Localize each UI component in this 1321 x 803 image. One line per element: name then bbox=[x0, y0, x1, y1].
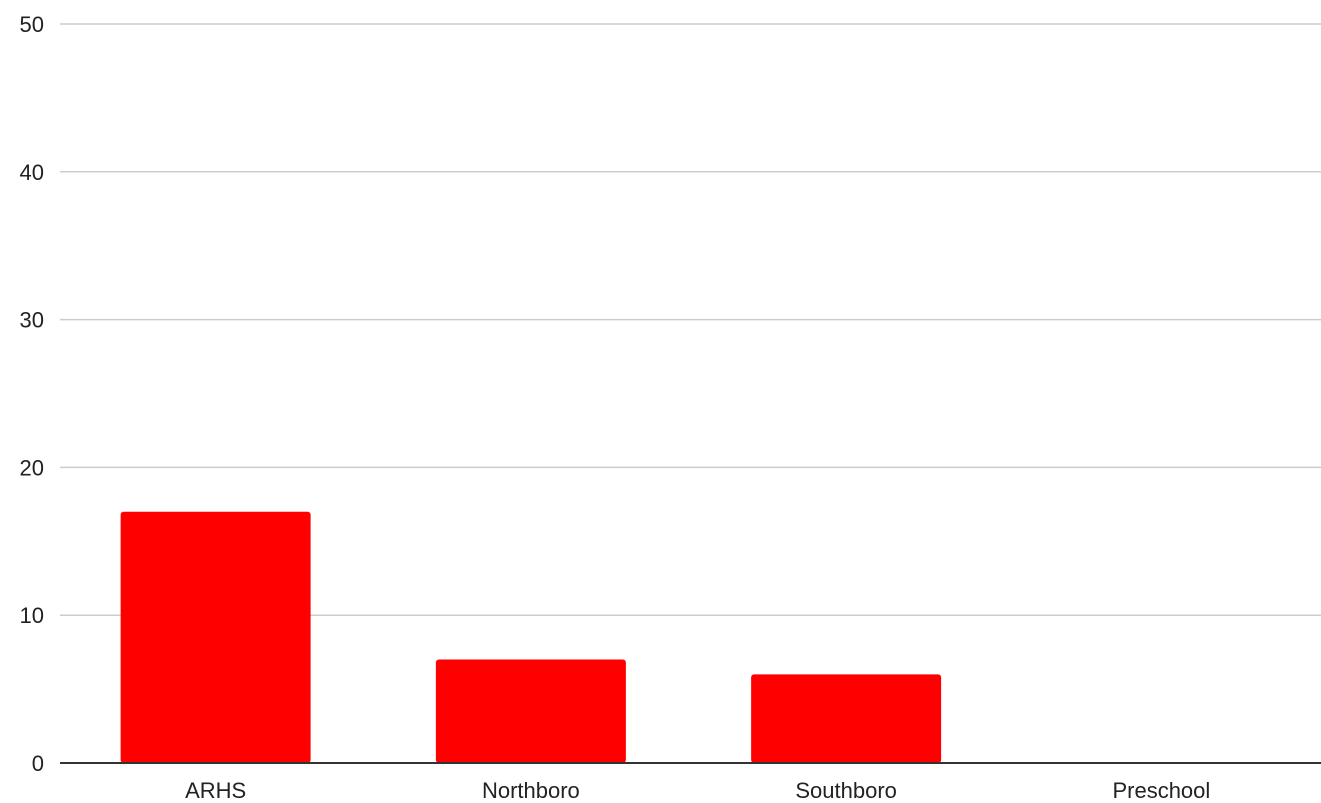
y-tick-label: 10 bbox=[20, 603, 44, 628]
y-tick-label: 0 bbox=[32, 751, 44, 776]
x-tick-label-southboro: Southboro bbox=[795, 778, 897, 803]
y-tick-label: 20 bbox=[20, 455, 44, 480]
y-tick-label: 50 bbox=[20, 12, 44, 37]
x-tick-label-arhs: ARHS bbox=[185, 778, 246, 803]
y-tick-label: 30 bbox=[20, 308, 44, 333]
x-tick-label-preschool: Preschool bbox=[1112, 778, 1210, 803]
gridlines bbox=[60, 23, 1321, 616]
y-tick-label: 40 bbox=[20, 160, 44, 185]
bar-southboro bbox=[751, 674, 942, 763]
x-tick-labels: ARHS Northboro Southboro Preschool bbox=[185, 778, 1210, 803]
bar-arhs bbox=[120, 511, 311, 763]
y-tick-labels: 0 10 20 30 40 50 bbox=[20, 12, 44, 776]
bar-northboro bbox=[435, 659, 626, 763]
bars bbox=[120, 511, 942, 763]
x-tick-label-northboro: Northboro bbox=[482, 778, 580, 803]
